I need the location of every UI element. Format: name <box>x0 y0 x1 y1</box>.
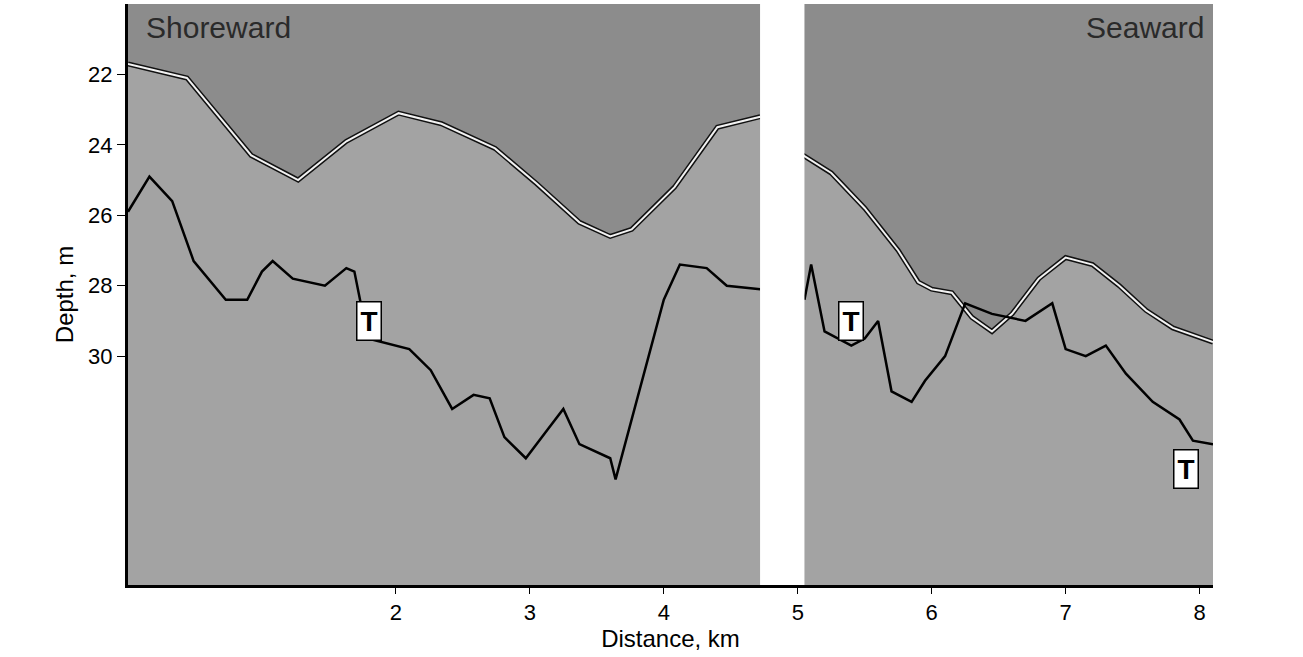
svg-text:7: 7 <box>1060 600 1072 625</box>
svg-text:26: 26 <box>88 203 112 228</box>
svg-text:3: 3 <box>524 600 536 625</box>
svg-text:24: 24 <box>88 133 112 158</box>
svg-text:28: 28 <box>88 273 112 298</box>
svg-text:T: T <box>361 306 378 337</box>
svg-text:Shoreward: Shoreward <box>146 11 291 44</box>
svg-text:T: T <box>1178 454 1195 485</box>
svg-text:2: 2 <box>390 600 402 625</box>
svg-text:30: 30 <box>88 344 112 369</box>
svg-text:4: 4 <box>658 600 670 625</box>
svg-text:8: 8 <box>1193 600 1205 625</box>
svg-text:22: 22 <box>88 62 112 87</box>
svg-text:Seaward: Seaward <box>1086 11 1204 44</box>
svg-text:6: 6 <box>926 600 938 625</box>
svg-text:Depth, m: Depth, m <box>51 246 78 343</box>
svg-text:T: T <box>843 306 860 337</box>
svg-text:Distance, km: Distance, km <box>601 625 740 652</box>
svg-text:5: 5 <box>792 600 804 625</box>
